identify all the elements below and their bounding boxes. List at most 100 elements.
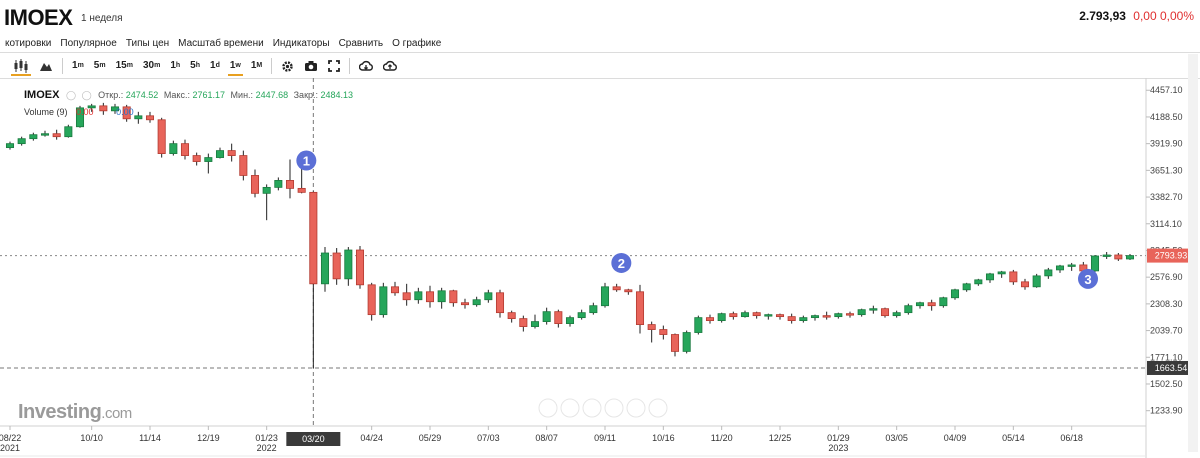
screenshot-button[interactable] — [299, 56, 323, 76]
candle-down[interactable] — [425, 291, 435, 303]
menu-about-chart[interactable]: О графике — [392, 37, 442, 49]
candle-down[interactable] — [507, 312, 516, 320]
candle-down[interactable] — [775, 314, 785, 318]
candle-up[interactable] — [414, 291, 423, 301]
candle-up[interactable] — [5, 143, 15, 149]
candle-up[interactable] — [1125, 255, 1135, 260]
candle-down[interactable] — [927, 302, 936, 307]
chart-nav-control[interactable] — [560, 398, 580, 418]
candle-up[interactable] — [204, 157, 213, 162]
candle-up[interactable] — [810, 315, 820, 319]
chart-nav-control[interactable] — [626, 398, 646, 418]
chart-area[interactable]: 4457.10 4188.50 3919.90 3651.30 3382.70 3114.… — [0, 78, 1200, 458]
annotation-marker[interactable] — [611, 252, 632, 273]
candle-down[interactable] — [285, 180, 295, 189]
candle-up[interactable] — [565, 317, 575, 324]
candle-down[interactable] — [239, 155, 248, 176]
candle-down[interactable] — [787, 316, 796, 322]
candle-up[interactable] — [740, 312, 750, 318]
candle-down[interactable] — [180, 143, 190, 156]
candle-up[interactable] — [600, 286, 610, 307]
candle-up[interactable] — [530, 321, 540, 327]
candle-up[interactable] — [134, 115, 143, 120]
candle-down[interactable] — [635, 291, 645, 325]
fullscreen-button[interactable] — [323, 56, 345, 76]
candle-down[interactable] — [402, 292, 411, 301]
candle-up[interactable] — [717, 313, 726, 322]
candle-down[interactable] — [880, 308, 890, 317]
candle-up[interactable] — [962, 283, 971, 291]
candle-down[interactable] — [752, 312, 761, 317]
candle-down[interactable] — [390, 286, 400, 294]
candlestick-chart[interactable]: 4457.10 4188.50 3919.90 3651.30 3382.70 3114.… — [0, 78, 1188, 458]
candle-down[interactable] — [519, 318, 528, 327]
candle-down[interactable] — [495, 292, 505, 314]
candle-down[interactable] — [449, 290, 458, 304]
candle-up[interactable] — [950, 289, 960, 299]
candle-down[interactable] — [227, 150, 236, 156]
candle-up[interactable] — [437, 290, 446, 303]
timeframe-15m-button[interactable]: 15 m — [115, 60, 133, 71]
candle-down[interactable] — [309, 191, 318, 285]
annotation-marker[interactable] — [1078, 268, 1098, 289]
candle-up[interactable] — [892, 312, 901, 317]
chart-nav-control[interactable] — [604, 398, 624, 418]
candle-up[interactable] — [1044, 269, 1053, 277]
candle-down[interactable] — [367, 284, 376, 316]
candle-down[interactable] — [122, 106, 131, 120]
candle-up[interactable] — [1090, 255, 1100, 272]
candle-down[interactable] — [460, 302, 470, 306]
chart-nav-control[interactable] — [538, 398, 558, 418]
candle-down[interactable] — [250, 175, 260, 194]
chart-nav-control[interactable] — [648, 398, 668, 418]
candle-down[interactable] — [822, 315, 831, 318]
candle-up[interactable] — [834, 313, 843, 318]
candle-down[interactable] — [705, 317, 715, 322]
candle-up[interactable] — [915, 302, 925, 307]
download-button[interactable] — [354, 56, 378, 76]
candle-down[interactable] — [670, 334, 680, 352]
candle-down[interactable] — [554, 311, 563, 324]
candle-up[interactable] — [75, 107, 85, 128]
candle-up[interactable] — [1102, 254, 1111, 257]
candle-up[interactable] — [764, 314, 773, 317]
candle-up[interactable] — [17, 138, 26, 145]
candle-up[interactable] — [1067, 264, 1076, 267]
annotation-marker[interactable] — [296, 150, 317, 171]
menu-quotes[interactable]: котировки — [5, 37, 52, 49]
candle-up[interactable] — [682, 332, 691, 352]
candle-down[interactable] — [145, 115, 155, 121]
candle-up[interactable] — [542, 311, 551, 322]
candle-up[interactable] — [904, 305, 913, 314]
candle-up[interactable] — [40, 133, 50, 136]
candle-up[interactable] — [87, 105, 96, 109]
candle-up[interactable] — [262, 186, 271, 194]
candle-down[interactable] — [332, 252, 341, 280]
candle-up[interactable] — [169, 143, 178, 154]
eye-icon[interactable]: ◯ — [65, 90, 77, 100]
candle-down[interactable] — [659, 329, 668, 335]
candle-down[interactable] — [624, 289, 633, 293]
menu-compare[interactable]: Сравнить — [338, 37, 384, 49]
menu-price-types[interactable]: Типы цен — [125, 37, 170, 49]
candle-up[interactable] — [869, 308, 878, 311]
candle-up[interactable] — [857, 309, 866, 316]
candle-up[interactable] — [694, 317, 703, 333]
candle-up[interactable] — [344, 249, 353, 280]
candles-chart-type-button[interactable] — [8, 56, 34, 76]
candle-up[interactable] — [274, 180, 283, 188]
candle-up[interactable] — [64, 126, 73, 138]
candle-up[interactable] — [974, 279, 983, 285]
timeframe-30m-button[interactable]: 30 m — [142, 60, 161, 71]
vertical-scrollbar[interactable] — [1188, 54, 1198, 452]
candle-down[interactable] — [157, 119, 166, 154]
candle-up[interactable] — [1055, 265, 1065, 271]
candle-up[interactable] — [799, 317, 808, 322]
area-chart-type-button[interactable] — [34, 56, 58, 76]
